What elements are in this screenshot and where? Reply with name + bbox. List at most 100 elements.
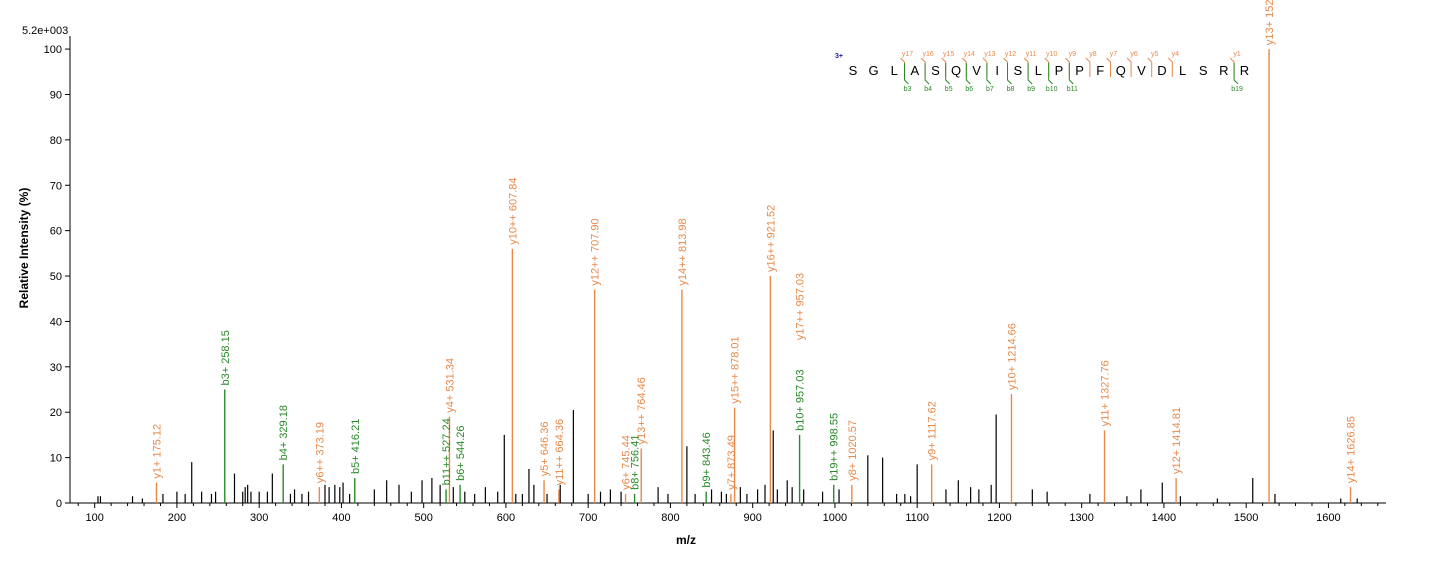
sequence-residue: D <box>1157 63 1166 78</box>
max-intensity-label: 5.2e+003 <box>22 25 68 37</box>
x-tick-label: 500 <box>414 512 432 524</box>
x-tick-label: 100 <box>85 512 103 524</box>
peak-label: y14++ 813.98 <box>677 218 689 285</box>
x-tick-label: 1200 <box>987 512 1011 524</box>
sequence-residue: Q <box>1116 63 1126 78</box>
y-ion-bracket <box>1126 57 1132 77</box>
b-ion-label: b19 <box>1231 86 1243 93</box>
y-ion-label: y9 <box>1069 51 1077 58</box>
b-ion-label: b10 <box>1046 86 1058 93</box>
y-ion-bracket <box>1106 57 1111 77</box>
y-tick-label: 10 <box>50 453 62 465</box>
peak-label: b8+ 756.41 <box>630 435 642 490</box>
peaks-group <box>97 49 1358 503</box>
peak-label: y5+ 646.36 <box>539 422 551 477</box>
sequence-residue: A <box>910 63 919 78</box>
b-ion-bracket <box>1048 63 1054 85</box>
axes: 0 10 20 30 40 50 60 70 80 90 100 100 200 300 400 500 600… <box>44 36 1386 524</box>
y-ion-label: y15 <box>943 51 954 58</box>
peak-label: b3+ 258.15 <box>220 330 232 385</box>
precursor-charge: 3+ <box>835 53 843 60</box>
y-ion-label: y16 <box>922 51 933 58</box>
x-tick-label: 200 <box>168 512 186 524</box>
peak-label: y10++ 607.84 <box>507 178 519 245</box>
y-tick-label: 30 <box>50 362 62 374</box>
b-ion-label: b9 <box>1027 86 1035 93</box>
b-ion-bracket <box>1068 63 1074 85</box>
b-ion-bracket <box>965 63 971 85</box>
b-ion-bracket <box>904 63 909 85</box>
y-ion-label: y7 <box>1110 51 1118 58</box>
peak-label: y16++ 921.52 <box>765 205 777 272</box>
peak-label: b5+ 416.21 <box>350 419 362 474</box>
peak-label: y6+ 745.44 <box>621 435 633 490</box>
sequence-residue: L <box>891 63 898 78</box>
sequence-residue: S <box>849 63 858 78</box>
x-tick-label: 1400 <box>1152 512 1176 524</box>
y-ion-bracket <box>961 57 967 77</box>
b-ion-bracket <box>1233 63 1239 85</box>
sequence-residue: R <box>1219 63 1228 78</box>
y-ion-bracket <box>1167 57 1173 77</box>
sequence-residue: V <box>1137 63 1146 78</box>
b-ion-bracket <box>945 63 951 85</box>
sequence-residue: Q <box>951 63 961 78</box>
peak-label: y14+ 1626.85 <box>1346 416 1358 483</box>
y-ion-bracket <box>1064 57 1070 77</box>
y-ion-bracket <box>1003 57 1008 77</box>
x-tick-label: 900 <box>743 512 761 524</box>
y-ion-label: y11 <box>1026 51 1037 58</box>
peak-label: y4+ 531.34 <box>444 358 456 413</box>
x-tick-label: 1600 <box>1316 512 1340 524</box>
y-ion-label: y12 <box>1005 51 1016 58</box>
y-tick-label: 0 <box>56 498 62 510</box>
y-ion-label: y1 <box>1233 51 1241 58</box>
sequence-residue: G <box>869 63 879 78</box>
b-ion-label: b8 <box>1007 86 1015 93</box>
y-ion-bracket <box>1023 57 1029 77</box>
y-axis-title: Relative Intensity (%) <box>17 188 31 309</box>
peak-label: y12+ 1414.81 <box>1171 407 1183 474</box>
peak-label: y11+ 1327.76 <box>1100 360 1112 426</box>
y-ion-label: y10 <box>1046 51 1057 58</box>
peak-label: y1+ 175.12 <box>151 424 163 479</box>
y-ion-label: y13 <box>984 51 995 58</box>
peak-label: y15++ 878.01 <box>730 336 742 403</box>
y-ion-label: y8 <box>1089 51 1097 58</box>
b-ion-label: b5 <box>945 86 953 93</box>
x-tick-label: 1100 <box>905 512 929 524</box>
y-tick-label: 80 <box>50 135 62 147</box>
peak-label: y13++ 764.46 <box>636 377 648 444</box>
y-ion-bracket <box>900 57 905 77</box>
y-ion-bracket <box>1147 57 1153 77</box>
y-ion-label: y5 <box>1151 51 1159 58</box>
sequence-residue: R <box>1240 63 1249 78</box>
sequence-residue: F <box>1096 63 1104 78</box>
y-tick-label: 90 <box>50 89 62 101</box>
x-tick-label: 1500 <box>1234 512 1258 524</box>
y-tick-label: 60 <box>50 226 62 238</box>
x-tick-label: 300 <box>250 512 268 524</box>
y-tick-label: 50 <box>50 271 62 283</box>
peak-label: y11++ 664.36 <box>554 419 566 485</box>
x-tick-label: 700 <box>579 512 597 524</box>
b-ion-label: b4 <box>924 86 932 93</box>
peak-label: y12++ 707.90 <box>590 218 602 285</box>
y-ion-bracket <box>941 57 947 77</box>
sequence-residue: L <box>1035 63 1042 78</box>
b-ion-label: b3 <box>904 86 912 93</box>
b-ion-bracket <box>1027 63 1033 85</box>
sequence-residue: L <box>1179 63 1186 78</box>
peak-label: y10+ 1214.66 <box>1006 323 1018 390</box>
y-tick-label: 70 <box>50 180 62 192</box>
b-ion-bracket <box>986 63 992 85</box>
y-ion-label: y14 <box>964 51 975 58</box>
b-ion-label: b11 <box>1067 86 1078 93</box>
peak-label: y7+ 873.49 <box>726 435 738 490</box>
peak-label: y6++ 373.19 <box>314 422 326 483</box>
peak-labels-group: y1+ 175.12 b3+ 258.15 b4+ 329.18 y6++ 373.1… <box>151 0 1357 490</box>
peak-label: y13+ 1527.87 <box>1264 0 1276 45</box>
sequence-residue: P <box>1055 63 1064 78</box>
x-tick-label: 1000 <box>823 512 847 524</box>
